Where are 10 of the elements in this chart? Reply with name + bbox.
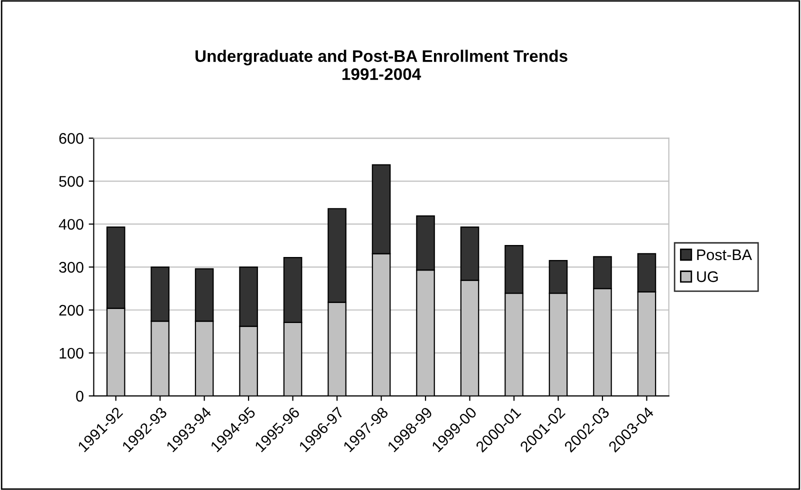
y-tick-label: 200 [59,304,84,316]
y-tick-label: 0 [76,390,84,402]
chart-title: Undergraduate and Post-BA Enrollment Trends 1991-2004 [196,50,568,80]
y-tick-label: 100 [60,348,84,359]
y-tick-label: 300 [59,262,84,273]
y-tick-label: 400 [58,218,84,230]
legend-label: UG [697,271,718,282]
y-tick-label: 600 [59,133,84,144]
y-tick-label: 500 [59,176,84,187]
legend-label: Post-BA [697,250,752,260]
